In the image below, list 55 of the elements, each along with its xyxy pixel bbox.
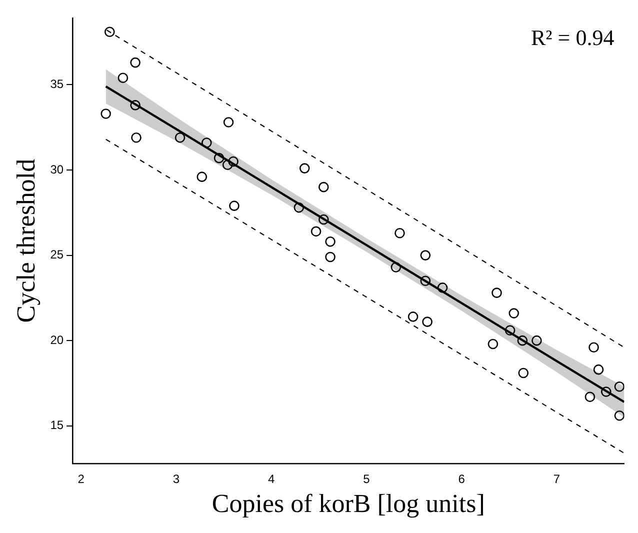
y-tick-label: 35 [50, 77, 64, 92]
point [214, 152, 224, 164]
point [488, 338, 498, 350]
x-axis-title: Copies of korB [log units] [212, 489, 485, 518]
point [390, 262, 402, 272]
y-tick-label: 15 [50, 418, 64, 432]
point [222, 160, 233, 170]
point [318, 182, 329, 192]
x-tick-label: 7 [553, 472, 560, 486]
point [118, 72, 128, 84]
point [394, 228, 405, 238]
x-tick-label: 2 [78, 472, 85, 486]
x-tick-label: 6 [458, 472, 466, 486]
point [508, 308, 520, 318]
point [202, 138, 212, 148]
point [614, 410, 624, 421]
point [294, 202, 304, 213]
point [318, 214, 329, 225]
point [408, 312, 418, 322]
annotation: R² = 0.94 [531, 24, 614, 50]
point [223, 117, 234, 128]
point [131, 132, 142, 143]
point [492, 288, 502, 298]
point [518, 368, 529, 378]
point [593, 364, 604, 375]
point [504, 325, 516, 336]
point [196, 172, 208, 182]
point [420, 276, 431, 286]
point [229, 200, 240, 211]
point [174, 132, 186, 143]
point [299, 163, 310, 174]
point [517, 335, 528, 346]
point [130, 100, 140, 110]
point [100, 108, 111, 119]
point [228, 156, 238, 167]
x-tick-label: 5 [363, 472, 370, 486]
point [310, 226, 322, 237]
point [420, 250, 431, 260]
point [130, 57, 140, 68]
y-tick-label: 20 [50, 332, 64, 347]
point [104, 26, 115, 37]
point [614, 381, 624, 392]
x-tick-label: 4 [268, 472, 275, 486]
point [600, 386, 612, 397]
y-tick-label: 25 [50, 248, 64, 262]
point [437, 282, 448, 293]
point [422, 316, 432, 327]
point [325, 252, 336, 262]
point [584, 392, 596, 402]
x-tick-label: 3 [172, 472, 180, 486]
point [325, 236, 336, 247]
point [532, 335, 542, 346]
point [588, 342, 599, 353]
y-axis-title: Cycle threshold [11, 158, 40, 323]
y-tick-label: 30 [50, 162, 64, 176]
